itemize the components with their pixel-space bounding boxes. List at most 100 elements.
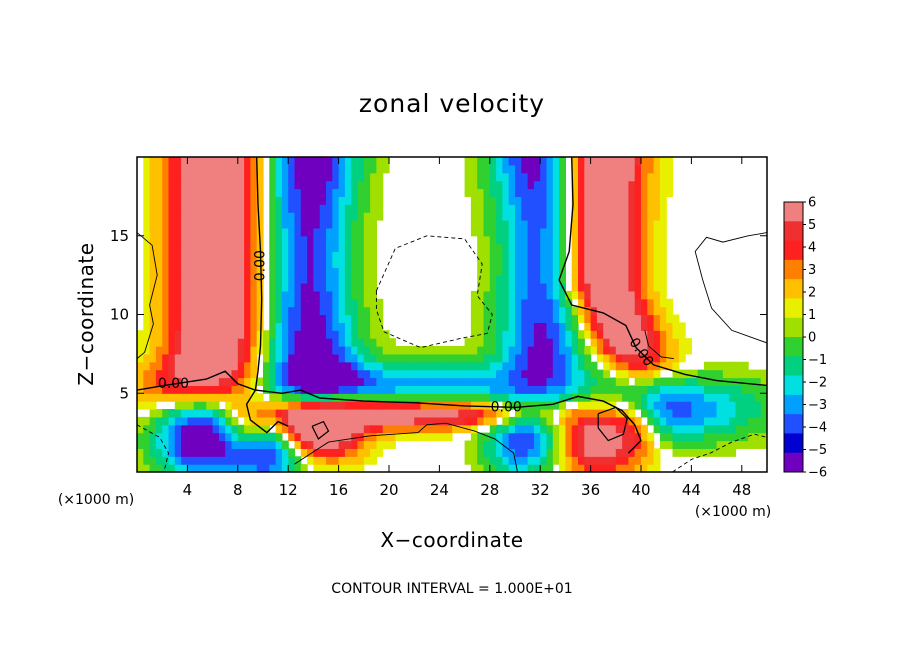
field-cell [307, 322, 314, 331]
field-cell [288, 157, 296, 166]
field-cell [326, 385, 333, 394]
field-cell [622, 235, 629, 245]
field-cell [685, 346, 692, 355]
field-cell [546, 346, 554, 355]
field-cell [584, 196, 592, 205]
field-cell [678, 353, 686, 363]
field-cell [647, 259, 655, 268]
field-cell [218, 377, 226, 386]
field-cell [609, 322, 617, 331]
field-cell [483, 259, 491, 268]
field-cell [691, 401, 699, 410]
field-cell [200, 290, 207, 300]
field-cell [332, 338, 340, 347]
field-cell [452, 369, 459, 379]
field-cell [344, 227, 352, 237]
field-cell [237, 227, 245, 237]
field-cell [137, 416, 144, 426]
field-cell [344, 377, 352, 386]
field-cell [332, 259, 340, 268]
field-cell [187, 440, 195, 449]
field-cell [162, 377, 170, 386]
field-cell [628, 322, 636, 331]
field-cell [319, 385, 327, 394]
field-cell [338, 416, 346, 426]
field-cell [193, 298, 201, 308]
field-cell [351, 401, 359, 410]
field-cell [578, 456, 585, 465]
field-cell [174, 409, 182, 418]
field-cell [546, 424, 554, 434]
field-cell [332, 212, 340, 221]
field-cell [445, 432, 453, 442]
y-axis-unit: (×1000 m) [58, 492, 134, 508]
field-cell [641, 440, 648, 449]
x-tick-label: 12 [279, 481, 298, 499]
field-cell [641, 314, 648, 323]
field-cell [294, 393, 302, 402]
field-cell [540, 196, 548, 205]
field-cell [452, 393, 459, 402]
field-cell [389, 377, 396, 386]
field-cell [464, 361, 472, 371]
field-cell [237, 322, 245, 331]
field-cell [634, 157, 642, 166]
field-cell [477, 259, 485, 268]
field-cell [370, 188, 377, 197]
field-cell [420, 393, 428, 402]
field-cell [760, 385, 767, 394]
field-cell [521, 369, 529, 379]
field-cell [559, 440, 566, 449]
field-cell [489, 157, 497, 166]
field-cell [351, 322, 359, 331]
field-cell [313, 330, 321, 339]
field-cell [288, 188, 296, 197]
field-cell [754, 424, 762, 434]
field-cell [294, 424, 302, 434]
field-cell [571, 306, 579, 316]
field-cell [338, 227, 346, 237]
field-cell [659, 298, 667, 308]
field-cell [508, 290, 516, 300]
field-cell [181, 416, 188, 426]
field-cell [521, 377, 529, 386]
field-cell [344, 180, 352, 190]
field-cell [540, 251, 548, 260]
field-cell [496, 290, 503, 300]
field-cell [590, 416, 598, 426]
field-cell [584, 267, 592, 276]
field-cell [685, 448, 692, 457]
field-cell [370, 448, 377, 457]
field-cell [376, 401, 384, 410]
field-cell [319, 361, 327, 371]
field-cell [231, 204, 239, 213]
field-cell [225, 330, 233, 339]
field-cell [565, 377, 573, 386]
field-cell [162, 267, 170, 276]
field-cell [521, 432, 529, 442]
field-cell [244, 361, 251, 371]
field-cell [155, 432, 163, 442]
field-cell [193, 416, 201, 426]
field-cell [326, 464, 333, 472]
field-cell [206, 346, 214, 355]
field-cell [634, 330, 642, 339]
field-cell [143, 361, 151, 371]
field-cell [754, 393, 762, 402]
field-cell [603, 172, 611, 182]
field-cell [521, 416, 529, 426]
field-cell [552, 385, 560, 394]
field-cell [496, 283, 503, 292]
field-cell [382, 401, 390, 410]
field-cell [319, 196, 327, 205]
field-cell [155, 306, 163, 316]
field-cell [659, 157, 667, 166]
field-cell [332, 330, 340, 339]
field-cell [193, 353, 201, 363]
field-cell [666, 346, 674, 355]
field-cell [552, 212, 560, 221]
field-cell [200, 204, 207, 213]
field-cell [502, 298, 510, 308]
field-cell [603, 180, 611, 190]
field-cell [666, 361, 674, 371]
